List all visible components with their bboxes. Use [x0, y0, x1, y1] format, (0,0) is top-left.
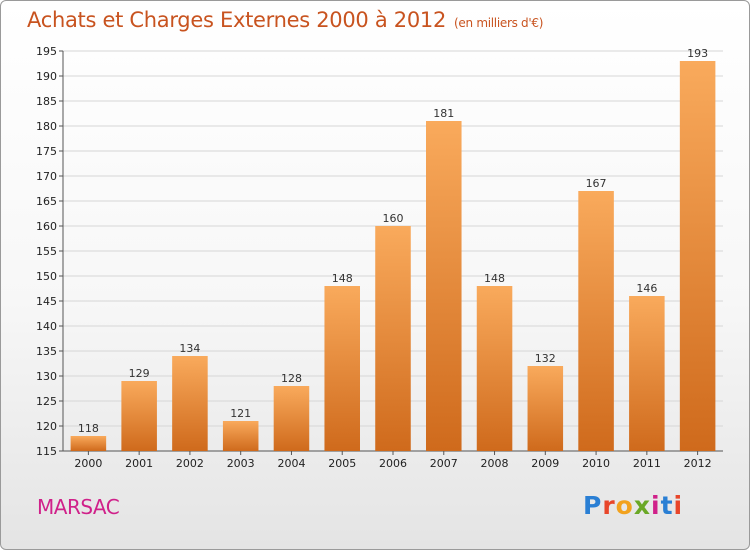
x-tick-label-2008: 2008: [481, 457, 509, 470]
y-tick-label: 165: [36, 195, 57, 208]
logo-letter: P: [583, 491, 603, 520]
logo-letter: o: [615, 491, 634, 520]
bar-2007: [426, 121, 462, 451]
x-tick-label-2012: 2012: [684, 457, 712, 470]
y-tick-label: 115: [36, 445, 57, 458]
logo-letter: i: [673, 491, 684, 520]
data-label-2001: 129: [129, 367, 150, 380]
data-label-2007: 181: [433, 107, 454, 120]
x-tick-label-2006: 2006: [379, 457, 407, 470]
x-tick-label-2007: 2007: [430, 457, 458, 470]
data-label-2006: 160: [383, 212, 404, 225]
y-tick-label: 145: [36, 295, 57, 308]
bar-2003: [222, 421, 259, 451]
chart-title: Achats et Charges Externes 2000 à 2012 (e…: [27, 8, 543, 32]
bar-2009: [527, 366, 564, 451]
y-tick-label: 140: [36, 320, 57, 333]
x-tick-label-2001: 2001: [125, 457, 153, 470]
data-label-2004: 128: [281, 372, 302, 385]
logo-letter: x: [633, 491, 651, 520]
y-tick-label: 180: [36, 120, 57, 133]
y-tick-label: 135: [36, 345, 57, 358]
logo-letter: i: [651, 491, 661, 520]
labels: 115 120 125 130 135 140 145 150 155 160 165 170 175 1…: [36, 45, 712, 470]
x-tick-label-2005: 2005: [328, 457, 356, 470]
y-tick-label: 130: [36, 370, 57, 383]
y-tick-label: 190: [36, 70, 57, 83]
data-label-2003: 121: [230, 407, 251, 420]
y-tick-label: 195: [36, 45, 57, 58]
y-tick-label: 185: [36, 95, 57, 108]
y-tick-label: 155: [36, 245, 57, 258]
bar-2008: [476, 286, 513, 451]
logo-letter: t: [660, 491, 674, 520]
bar-2002: [172, 356, 208, 451]
data-label-2011: 146: [636, 282, 657, 295]
y-tick-label: 120: [36, 420, 57, 433]
data-label-2008: 148: [484, 272, 505, 285]
bar-2004: [273, 386, 310, 451]
y-tick-label: 170: [36, 170, 57, 183]
city-name: MARSAC: [37, 495, 120, 519]
data-label-2009: 132: [535, 352, 556, 365]
logo-letter: r: [602, 491, 616, 520]
x-tick-label-2009: 2009: [531, 457, 559, 470]
data-label-2010: 167: [586, 177, 607, 190]
bar-2005: [324, 286, 360, 451]
data-label-2012: 193: [687, 47, 708, 60]
bar-2006: [375, 226, 411, 451]
chart-unit-label: (en milliers d'€): [454, 16, 544, 30]
y-tick-label: 125: [36, 395, 57, 408]
y-tick-label: 160: [36, 220, 57, 233]
data-label-2000: 118: [78, 422, 99, 435]
x-tick-label-2000: 2000: [74, 457, 102, 470]
bar-2012: [679, 61, 716, 451]
y-tick-label: 150: [36, 270, 57, 283]
bars: [70, 61, 716, 451]
y-tick-label: 175: [36, 145, 57, 158]
proxiti-logo: Proxiti: [583, 491, 683, 520]
bar-2000: [70, 436, 107, 451]
data-label-2002: 134: [179, 342, 200, 355]
chart-title-text: Achats et Charges Externes 2000 à 2012: [27, 8, 447, 32]
bar-2011: [629, 296, 665, 451]
x-tick-label-2002: 2002: [176, 457, 204, 470]
x-tick-label-2010: 2010: [582, 457, 610, 470]
bar-2010: [578, 191, 614, 451]
data-label-2005: 148: [332, 272, 353, 285]
x-tick-label-2011: 2011: [633, 457, 661, 470]
x-tick-label-2004: 2004: [277, 457, 305, 470]
bar-2001: [121, 381, 157, 451]
x-tick-label-2003: 2003: [227, 457, 255, 470]
